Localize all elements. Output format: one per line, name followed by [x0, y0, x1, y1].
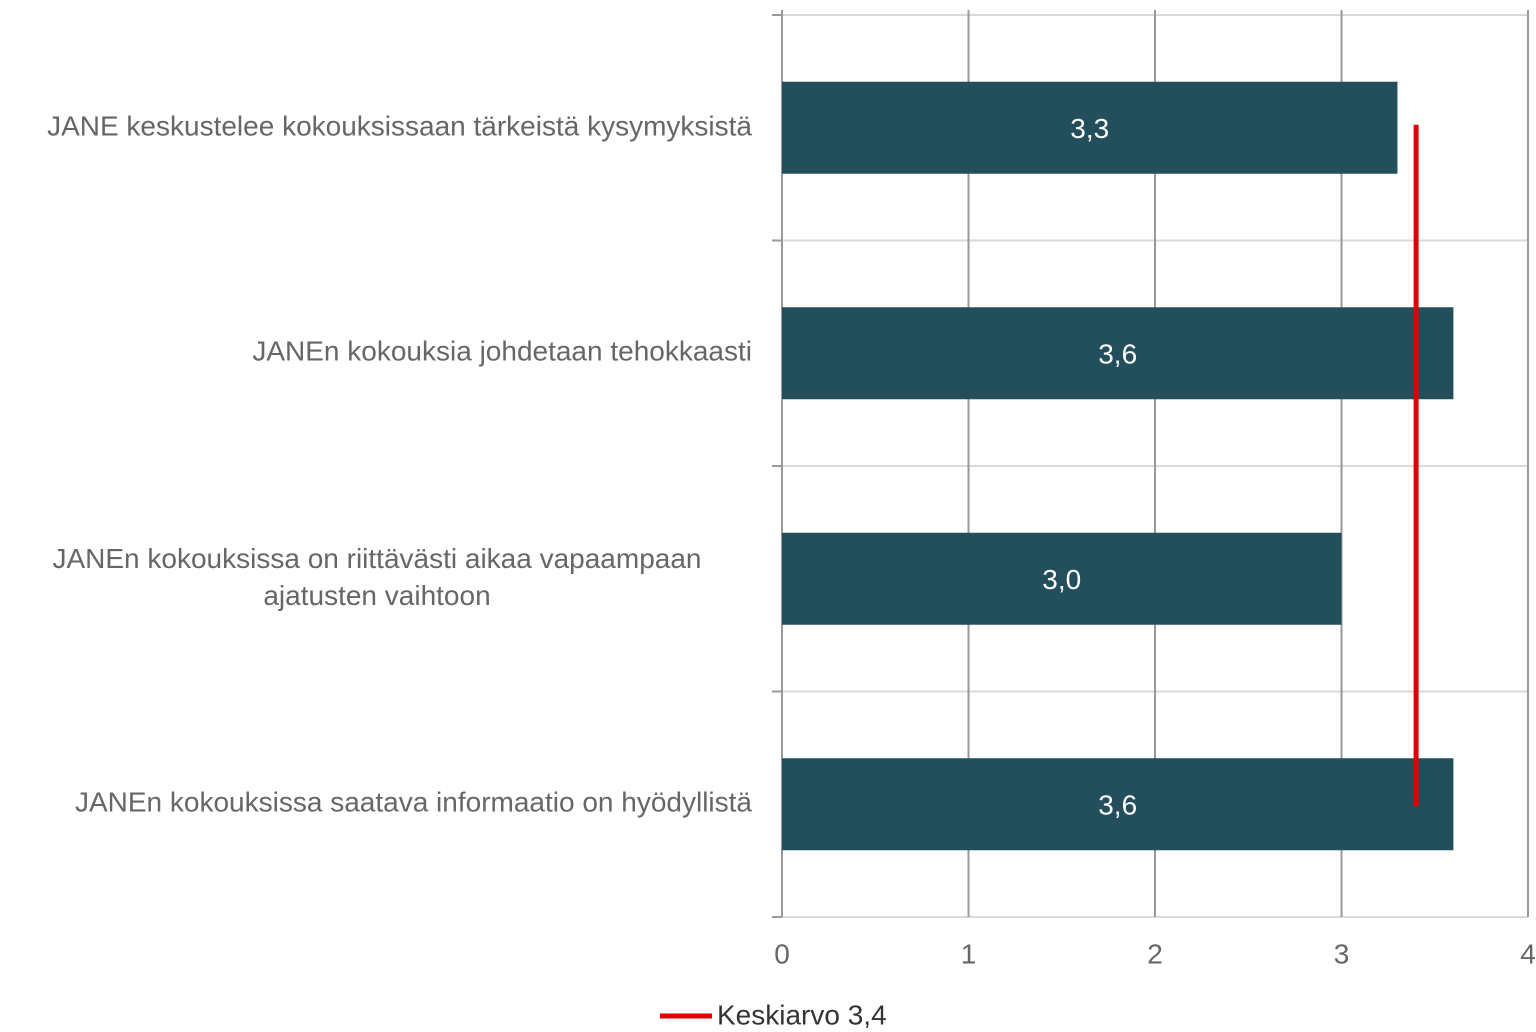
data-label: 3,3 [1070, 113, 1109, 144]
x-tick-label: 1 [961, 938, 977, 969]
legend-label: Keskiarvo 3,4 [717, 999, 887, 1030]
category-label: JANEn kokouksissa on riittävästi aikaa v… [52, 542, 702, 611]
data-label: 3,6 [1098, 339, 1137, 370]
bar [782, 81, 1398, 174]
bar [782, 307, 1454, 400]
category-label: JANEn kokouksissa saatava informaatio on… [74, 786, 752, 818]
bar [782, 758, 1454, 851]
x-tick-label: 0 [774, 938, 790, 969]
x-tick-label: 2 [1147, 938, 1163, 969]
category-label: JANEn kokouksia johdetaan tehokkaasti [252, 335, 752, 367]
bar [782, 532, 1342, 625]
data-label: 3,6 [1098, 790, 1137, 821]
category-label: JANE keskustelee kokouksissaan tärkeistä… [47, 110, 752, 142]
x-tick-label: 4 [1520, 938, 1536, 969]
x-tick-label: 3 [1334, 938, 1350, 969]
data-label: 3,0 [1042, 564, 1081, 595]
